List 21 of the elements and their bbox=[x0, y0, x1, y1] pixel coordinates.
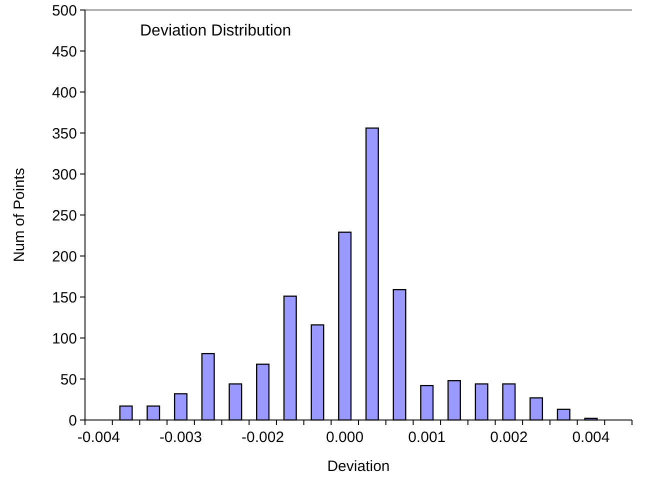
x-tick-label: -0.004 bbox=[77, 429, 120, 446]
y-tick-label: 100 bbox=[52, 330, 77, 348]
y-tick-label: 150 bbox=[52, 289, 77, 306]
y-tick-label: 0 bbox=[68, 412, 77, 430]
x-tick-label: 0.000 bbox=[326, 429, 364, 446]
y-tick-label: 450 bbox=[52, 43, 77, 60]
x-tick-label: -0.002 bbox=[242, 429, 284, 446]
x-tick-label: -0.003 bbox=[159, 429, 202, 446]
y-tick-label: 250 bbox=[52, 207, 77, 224]
y-tick-label: 350 bbox=[52, 125, 77, 142]
y-tick-label: 400 bbox=[52, 84, 77, 102]
y-tick-label: 200 bbox=[52, 248, 77, 266]
x-tick-label: 0.001 bbox=[408, 429, 446, 446]
x-tick-label: 0.002 bbox=[490, 429, 528, 446]
text: Deviation Distribution bbox=[140, 22, 292, 40]
y-tick-label: 500 bbox=[52, 2, 77, 20]
x-axis-title: Deviation bbox=[327, 458, 390, 475]
y-tick-label: 50 bbox=[60, 371, 77, 388]
y-tick-label: 300 bbox=[52, 166, 77, 184]
x-tick-label: 0.004 bbox=[572, 429, 610, 446]
y-axis-title: Num of Points bbox=[11, 168, 28, 262]
